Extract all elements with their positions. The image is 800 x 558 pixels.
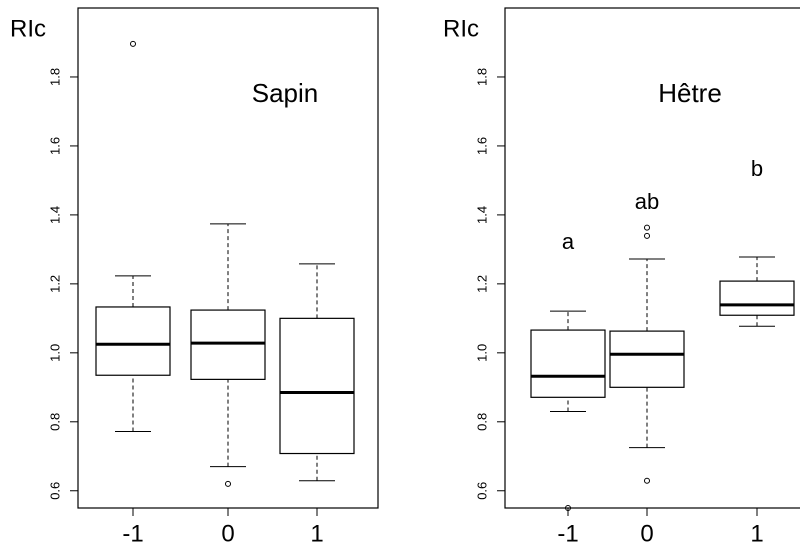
outlier xyxy=(565,505,571,511)
x-tick-label: 1 xyxy=(310,520,323,547)
y-tick-label: 1.2 xyxy=(47,275,62,293)
y-tick-label: 1.8 xyxy=(474,68,489,86)
y-tick-label: 0.6 xyxy=(474,482,489,500)
outlier xyxy=(225,480,231,487)
annotation: a xyxy=(562,229,575,254)
y-tick-label: 0.8 xyxy=(47,413,62,431)
outlier xyxy=(644,232,650,239)
y-axis-label: RIc xyxy=(443,15,479,42)
y-tick-label: 1.8 xyxy=(47,68,62,86)
box xyxy=(719,280,795,316)
box xyxy=(530,329,606,398)
y-tick-label: 1.2 xyxy=(474,275,489,293)
y-tick-label: 0.8 xyxy=(474,413,489,431)
box xyxy=(609,330,685,388)
box xyxy=(279,317,355,455)
annotation: b xyxy=(751,156,763,181)
panel-title: Sapin xyxy=(252,78,319,108)
outlier xyxy=(130,40,136,47)
y-axis-label: RIc xyxy=(10,15,46,42)
outlier xyxy=(644,224,650,231)
x-tick-label: 1 xyxy=(750,520,763,547)
box xyxy=(190,309,266,380)
x-tick-label: 0 xyxy=(221,520,234,547)
x-tick-label: -1 xyxy=(122,520,143,547)
outlier xyxy=(644,477,650,484)
y-tick-label: 1.0 xyxy=(47,344,62,362)
y-tick-label: 1.0 xyxy=(474,344,489,362)
plot-frame xyxy=(504,7,800,509)
box xyxy=(95,306,171,376)
annotation: ab xyxy=(635,189,659,214)
y-tick-label: 1.6 xyxy=(47,137,62,155)
panel-title: Hêtre xyxy=(658,78,722,108)
y-tick-label: 1.4 xyxy=(47,206,62,224)
x-tick-label: 0 xyxy=(640,520,653,547)
y-tick-label: 1.6 xyxy=(474,137,489,155)
x-tick-label: -1 xyxy=(557,520,578,547)
y-tick-label: 1.4 xyxy=(474,206,489,224)
y-tick-label: 0.6 xyxy=(47,482,62,500)
